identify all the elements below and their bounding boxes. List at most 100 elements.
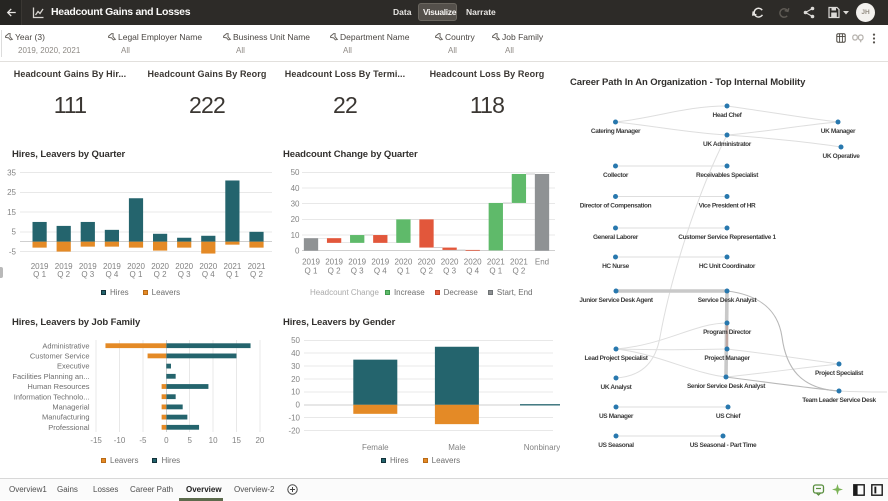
svg-text:20: 20 [291,375,300,384]
svg-text:10: 10 [209,436,218,445]
svg-text:2019: 2019 [348,257,366,266]
svg-text:25: 25 [7,188,16,197]
svg-text:2019: 2019 [79,262,97,271]
svg-text:Q 2: Q 2 [250,270,263,279]
svg-text:-5: -5 [139,436,147,445]
svg-text:Q 4: Q 4 [466,266,479,275]
svg-text:2020: 2020 [464,257,482,266]
svg-text:Q 2: Q 2 [420,266,433,275]
svg-text:Professional: Professional [48,423,90,432]
svg-text:UK Administrator: UK Administrator [703,141,752,148]
svg-text:10: 10 [291,388,300,397]
svg-text:Q 2: Q 2 [57,270,70,279]
svg-text:UK Manager: UK Manager [821,128,856,135]
svg-text:UK Operative: UK Operative [823,153,861,160]
svg-text:2019: 2019 [31,262,49,271]
svg-text:Human Resources: Human Resources [27,382,89,391]
svg-text:Catering Manager: Catering Manager [591,128,641,135]
svg-text:Q 4: Q 4 [202,270,215,279]
svg-text:2020: 2020 [151,262,169,271]
svg-text:-10: -10 [288,414,300,423]
svg-text:0: 0 [295,247,300,256]
svg-text:-5: -5 [9,247,17,256]
svg-text:Director of Compensation: Director of Compensation [580,203,652,210]
svg-text:Collector: Collector [603,172,629,179]
svg-text:Q 2: Q 2 [512,266,525,275]
svg-text:US Chief: US Chief [716,413,741,420]
svg-text:2020: 2020 [418,257,436,266]
svg-text:15: 15 [232,436,241,445]
svg-text:UK Analyst: UK Analyst [601,384,633,391]
svg-text:HC Unit Coordinator: HC Unit Coordinator [699,263,756,270]
svg-text:Executive: Executive [57,362,90,371]
svg-text:2019: 2019 [103,262,121,271]
svg-text:2019: 2019 [302,257,320,266]
svg-text:Q 1: Q 1 [33,270,46,279]
svg-text:35: 35 [7,168,16,177]
svg-text:2021: 2021 [487,257,505,266]
svg-text:15: 15 [7,208,16,217]
svg-text:-15: -15 [90,436,102,445]
svg-text:Team Leader Service Desk: Team Leader Service Desk [802,397,876,404]
svg-text:Project Manager: Project Manager [704,355,750,362]
svg-text:Q 1: Q 1 [226,270,239,279]
svg-text:Program Director: Program Director [703,329,752,336]
svg-text:2020: 2020 [441,257,459,266]
svg-text:2020: 2020 [199,262,217,271]
svg-text:2019: 2019 [55,262,73,271]
svg-text:2020: 2020 [127,262,145,271]
svg-text:Q 1: Q 1 [489,266,502,275]
svg-text:US Seasonal: US Seasonal [598,442,634,449]
svg-text:30: 30 [291,362,300,371]
svg-text:US Manager: US Manager [599,413,634,420]
svg-text:Q 4: Q 4 [374,266,387,275]
svg-text:-10: -10 [114,436,126,445]
svg-text:Facilities Planning an...: Facilities Planning an... [12,372,89,381]
svg-text:Customer Service: Customer Service [30,352,90,361]
svg-text:Junior Service Desk Agent: Junior Service Desk Agent [579,297,654,304]
svg-text:40: 40 [291,349,300,358]
svg-text:50: 50 [291,168,300,177]
svg-text:Administrative: Administrative [42,341,89,350]
svg-text:Vice President of HR: Vice President of HR [699,203,756,210]
svg-text:Manufacturing: Manufacturing [42,413,90,422]
svg-text:Q 4: Q 4 [105,270,118,279]
svg-text:20: 20 [291,215,300,224]
svg-text:Managerial: Managerial [52,403,89,412]
svg-text:Customer Service Representativ: Customer Service Representative 1 [678,234,776,241]
svg-text:50: 50 [291,336,300,345]
svg-text:Q 3: Q 3 [443,266,456,275]
svg-text:2020: 2020 [175,262,193,271]
svg-text:2021: 2021 [510,257,528,266]
svg-text:0: 0 [296,401,301,410]
svg-text:2021: 2021 [224,262,242,271]
svg-text:US Seasonal - Part Time: US Seasonal - Part Time [690,442,757,449]
svg-text:-20: -20 [288,426,300,435]
svg-text:Head Chef: Head Chef [713,112,743,119]
svg-text:Information Technolo...: Information Technolo... [14,392,90,401]
svg-text:Lead Project Specialist: Lead Project Specialist [584,355,648,362]
svg-text:Q 1: Q 1 [397,266,410,275]
svg-text:2019: 2019 [371,257,389,266]
svg-text:40: 40 [291,184,300,193]
svg-text:General Laborer: General Laborer [593,234,639,241]
svg-text:Female: Female [362,443,389,452]
svg-text:Q 2: Q 2 [328,266,341,275]
svg-text:2019: 2019 [325,257,343,266]
svg-text:5: 5 [187,436,192,445]
svg-text:Project Specialist: Project Specialist [815,370,864,377]
svg-text:Q 3: Q 3 [351,266,364,275]
svg-text:Q 1: Q 1 [305,266,318,275]
svg-text:10: 10 [291,231,300,240]
svg-text:Service Desk Analyst: Service Desk Analyst [698,297,758,304]
svg-text:Q 2: Q 2 [154,270,167,279]
svg-text:2021: 2021 [248,262,266,271]
svg-text:Q 3: Q 3 [178,270,191,279]
svg-text:HC Nurse: HC Nurse [602,263,630,270]
svg-text:Nonbinary: Nonbinary [524,443,560,452]
svg-text:5: 5 [12,228,17,237]
svg-text:End: End [535,257,549,266]
svg-text:20: 20 [255,436,264,445]
svg-text:Q 1: Q 1 [130,270,143,279]
svg-text:Male: Male [448,443,466,452]
